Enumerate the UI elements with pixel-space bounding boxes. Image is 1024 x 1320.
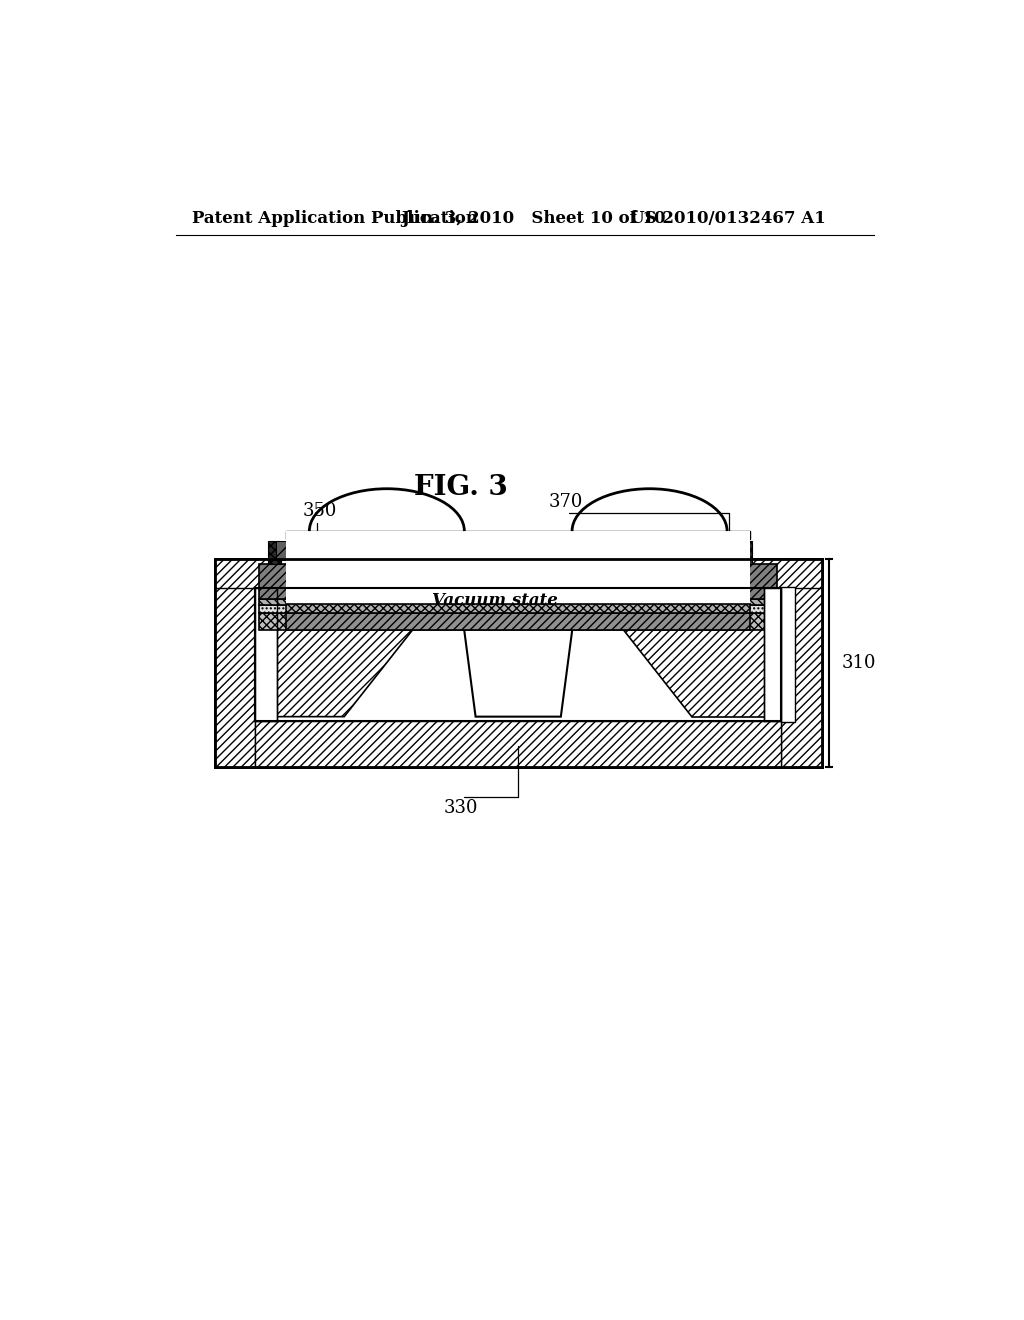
Text: 330: 330 <box>444 799 478 817</box>
Bar <box>268 541 281 564</box>
Bar <box>276 541 286 561</box>
Bar <box>286 531 751 539</box>
Bar <box>259 599 777 605</box>
Bar <box>703 541 716 564</box>
Text: Patent Application Publication: Patent Application Publication <box>191 210 477 227</box>
Bar <box>375 541 388 564</box>
Bar <box>255 721 781 767</box>
Bar <box>764 589 781 721</box>
Text: Vacuum state: Vacuum state <box>432 593 558 609</box>
Text: 350: 350 <box>303 503 337 520</box>
Bar <box>410 568 627 595</box>
Bar <box>286 614 751 631</box>
Bar <box>366 541 375 561</box>
Bar <box>781 586 796 722</box>
Bar <box>357 541 370 564</box>
Bar <box>347 541 357 561</box>
Bar <box>712 541 722 561</box>
Bar <box>286 541 299 564</box>
Text: FIG. 3: FIG. 3 <box>415 474 508 502</box>
Text: Jun. 3, 2010   Sheet 10 of 10: Jun. 3, 2010 Sheet 10 of 10 <box>400 210 666 227</box>
Bar <box>627 564 777 599</box>
Text: 370: 370 <box>549 494 583 511</box>
Bar <box>259 612 777 630</box>
Polygon shape <box>623 628 777 717</box>
Bar <box>311 541 322 561</box>
Bar <box>304 541 316 564</box>
Bar <box>686 541 698 564</box>
Bar <box>294 541 304 561</box>
Bar <box>633 541 645 564</box>
Bar <box>650 541 663 564</box>
Bar <box>781 558 821 767</box>
Bar <box>676 541 686 561</box>
Bar <box>286 605 751 614</box>
Bar <box>215 558 821 767</box>
Polygon shape <box>464 628 572 717</box>
Bar <box>286 531 751 631</box>
Bar <box>518 541 530 564</box>
Bar <box>259 564 410 599</box>
Bar <box>729 541 739 561</box>
Bar <box>669 541 681 564</box>
Bar <box>215 558 821 589</box>
Bar <box>482 541 495 564</box>
Bar <box>722 541 734 564</box>
Bar <box>259 605 777 612</box>
Bar <box>255 589 781 721</box>
Bar <box>215 558 255 767</box>
Bar <box>501 541 513 564</box>
Text: US 2010/0132467 A1: US 2010/0132467 A1 <box>630 210 826 227</box>
Bar <box>796 558 821 767</box>
Text: 310: 310 <box>842 653 877 672</box>
Bar <box>340 541 352 564</box>
Bar <box>255 589 276 721</box>
Bar <box>330 541 340 561</box>
Bar <box>255 589 781 721</box>
Bar <box>693 541 703 561</box>
Bar <box>536 541 549 564</box>
Bar <box>739 541 752 564</box>
Bar <box>215 558 821 767</box>
Bar <box>658 541 669 561</box>
Bar <box>640 541 650 561</box>
Bar <box>322 541 334 564</box>
Polygon shape <box>259 628 414 717</box>
